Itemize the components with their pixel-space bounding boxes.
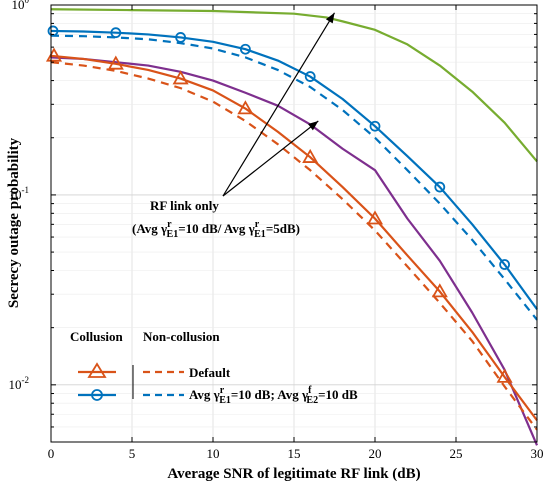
series-line-5 — [50, 61, 538, 431]
annotation-arrow-head-1 — [307, 121, 319, 131]
x-tick-label: 20 — [369, 446, 382, 461]
tick-layer: 0 5 10 15 20 25 30 100 10-1 10-2 — [9, 0, 544, 461]
series-marker-triangle — [431, 283, 448, 298]
series-marker-triangle — [496, 368, 513, 383]
series-marker-circle — [175, 32, 187, 43]
series-line-3 — [50, 56, 539, 446]
x-axis-label: Average SNR of legitimate RF link (dB) — [167, 466, 420, 482]
series-marker-circle — [434, 181, 446, 193]
legend: Collusion Non-collusion Default Avg γr E1… — [70, 329, 358, 406]
annotation: RF link only (Avg γr E1=10 dB/ Avg γr E1=5… — [132, 12, 336, 240]
legend-entry1-label: Default — [189, 365, 231, 380]
series-marker-triangle — [237, 100, 254, 115]
y-tick-label: 100 — [12, 0, 30, 12]
annotation-arrow-head-0 — [325, 12, 335, 24]
series-marker-circle — [369, 120, 381, 132]
x-tick-label: 0 — [48, 446, 55, 461]
x-tick-label: 10 — [207, 446, 220, 461]
series-line-2 — [50, 34, 538, 321]
annotation-arrow-line-1 — [222, 120, 319, 197]
series-marker-triangle — [302, 148, 319, 163]
x-tick-label: 5 — [129, 446, 136, 461]
annotation-line2: (Avg γr E1=10 dB/ Avg γr E1=5dB) — [132, 219, 300, 240]
series-marker-triangle — [107, 55, 124, 70]
y-tick-label: 10-2 — [9, 375, 30, 392]
series-marker-triangle — [366, 210, 384, 225]
series-marker-circle — [239, 43, 251, 55]
series-marker-circle — [499, 259, 511, 270]
y-axis-label: Secrecy outage probability — [6, 137, 22, 308]
annotation-arrows — [222, 12, 336, 197]
series-marker-triangle — [172, 70, 189, 85]
legend-entry2-label: Avg γr E1=10 dB; Avg γf E2=10 dB — [189, 385, 358, 406]
legend-entry2-marker — [91, 389, 103, 401]
series-line-0 — [50, 8, 538, 163]
series-layer — [45, 8, 539, 446]
x-tick-label: 15 — [288, 446, 301, 461]
annotation-line1: RF link only — [150, 198, 219, 213]
x-tick-label: 30 — [531, 446, 544, 461]
legend-entry1-marker — [87, 362, 107, 378]
x-tick-label: 25 — [450, 446, 463, 461]
series-marker-circle — [304, 71, 316, 82]
series-line-4 — [50, 54, 538, 422]
grid — [50, 4, 538, 443]
series-marker-circle — [110, 27, 122, 39]
y-tick-label: 10-1 — [9, 185, 30, 202]
legend-header-collusion: Collusion — [70, 329, 124, 344]
series-line-1 — [50, 29, 538, 310]
legend-header-noncollusion: Non-collusion — [143, 329, 220, 344]
annotation-arrow-line-0 — [222, 12, 336, 197]
